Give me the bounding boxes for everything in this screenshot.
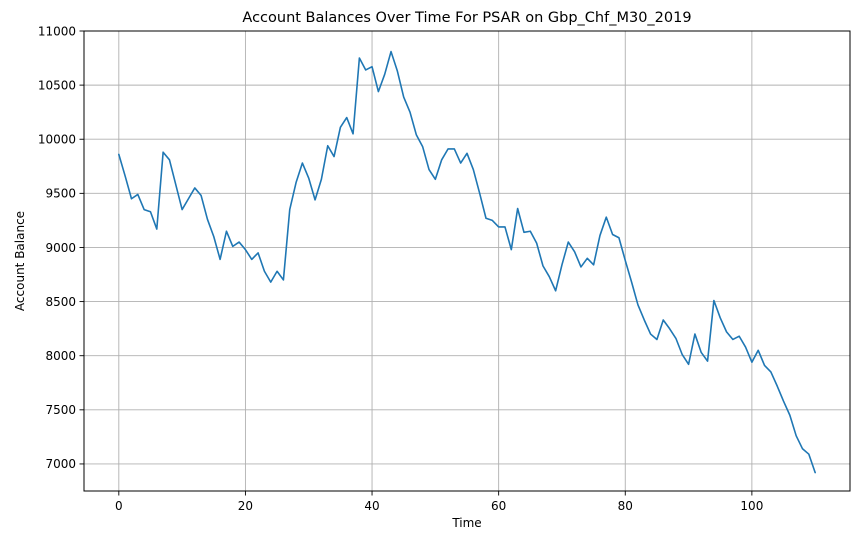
- chart-title: Account Balances Over Time For PSAR on G…: [242, 10, 691, 26]
- series-group: [118, 50, 816, 474]
- x-tick-label: 60: [491, 499, 506, 513]
- x-tick-label: 0: [115, 499, 123, 513]
- x-axis: 0 20 40 60 80 100: [115, 491, 763, 513]
- x-tick-label: 80: [618, 499, 633, 513]
- y-tick-label: 11000: [38, 24, 76, 38]
- x-tick-label: 100: [740, 499, 763, 513]
- plot-frame: [83, 30, 851, 492]
- y-axis: 7000 7500 8000 8500 9000 9500 10000 10500 11000: [38, 24, 84, 471]
- series-line-0: [118, 50, 816, 474]
- y-tick-label: 9000: [45, 241, 76, 255]
- y-tick-label: 10500: [38, 78, 76, 92]
- x-tick-label: 20: [238, 499, 253, 513]
- grid: [84, 30, 850, 491]
- x-axis-label: Time: [451, 516, 481, 530]
- y-tick-label: 8500: [45, 295, 76, 309]
- x-tick-label: 40: [364, 499, 379, 513]
- y-tick-label: 7000: [45, 457, 76, 471]
- y-tick-label: 8000: [45, 349, 76, 363]
- y-tick-label: 7500: [45, 403, 76, 417]
- y-axis-label: Account Balance: [13, 211, 27, 311]
- y-tick-label: 10000: [38, 133, 76, 147]
- y-tick-label: 9500: [45, 187, 76, 201]
